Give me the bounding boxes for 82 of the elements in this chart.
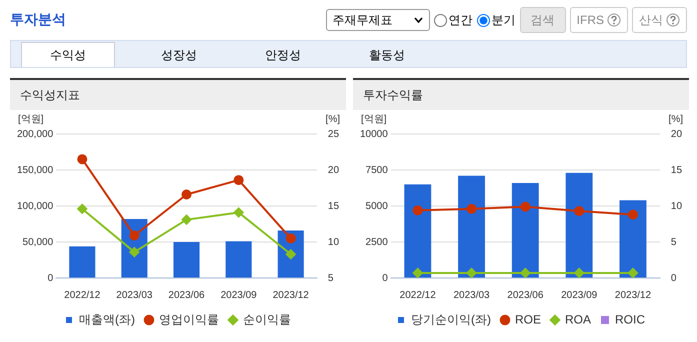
legend-label: 매출액(좌) [79, 312, 136, 326]
y2-tick-label: 5 [328, 272, 334, 284]
point [574, 268, 584, 278]
y-tick-label: 10000 [360, 128, 388, 140]
bar [404, 184, 432, 278]
y-tick-label: 0 [48, 272, 54, 284]
bar [69, 246, 96, 278]
point [234, 175, 244, 186]
text: 안정성 [264, 47, 302, 64]
x-tick-label: 2023/09 [561, 290, 598, 301]
y-tick-label: 7500 [366, 164, 388, 176]
point [286, 249, 296, 260]
x-tick-label: 2023/12 [272, 290, 310, 301]
point [77, 204, 88, 214]
y2-tick-label: 5 [670, 236, 677, 248]
text: 주재무제표 [332, 12, 393, 28]
x-tick-label: 2023/03 [453, 290, 490, 301]
point [129, 247, 140, 258]
y-tick-label: 200,000 [16, 128, 54, 140]
point [520, 268, 530, 278]
point [412, 205, 423, 216]
point [77, 154, 88, 164]
point [574, 206, 584, 216]
legend-label: 당기순이익(좌) [411, 312, 491, 326]
bar [566, 172, 593, 278]
y2-tick-label: 10 [670, 200, 682, 212]
y-axis-title: [억원] [18, 114, 44, 125]
bar [173, 242, 200, 278]
point [286, 233, 296, 244]
x-tick-label: 2023/06 [507, 290, 544, 301]
x-tick-label: 2023/06 [168, 290, 206, 301]
text: 수익성 [21, 42, 115, 67]
point [412, 268, 423, 278]
text: 검색 [520, 7, 566, 33]
point [466, 204, 477, 214]
point [628, 210, 638, 220]
y-tick-label: 0 [382, 272, 388, 284]
legend-label: ROE [514, 312, 542, 326]
point [234, 207, 244, 218]
point [520, 202, 530, 212]
legend-label: 순이익률 [242, 312, 291, 326]
text: 투자분석 [10, 11, 67, 29]
y-tick-label: 5000 [366, 200, 388, 212]
text: 분기 [490, 12, 516, 28]
y2-tick-label: 15 [328, 200, 340, 212]
legend-label: ROIC [615, 312, 646, 326]
point [182, 214, 192, 225]
y2-tick-label: 10 [328, 236, 340, 248]
x-tick-label: 2023/03 [116, 290, 153, 301]
y-tick-label: 150,000 [16, 164, 54, 176]
y2-tick-label: 15 [670, 164, 682, 176]
y-tick-label: 50,000 [22, 236, 54, 248]
y2-tick-label: 0 [670, 272, 677, 284]
chart-title: 투자수익률 [353, 80, 689, 110]
point [466, 268, 477, 278]
text: 연간 [448, 12, 473, 28]
y2-axis-title: [%] [668, 114, 684, 125]
point [628, 268, 638, 278]
bar [226, 241, 252, 278]
y2-axis-title: [%] [326, 114, 340, 125]
x-tick-label: 2022/12 [64, 290, 101, 301]
text: 활동성 [368, 47, 406, 64]
y-tick-label: 100,000 [16, 200, 54, 212]
text: IFRS [570, 7, 628, 33]
y-tick-label: 2500 [366, 236, 388, 248]
x-tick-label: 2023/09 [220, 290, 258, 301]
text: 성장성 [160, 47, 198, 64]
x-tick-label: 2023/12 [614, 290, 652, 301]
y-axis-title: [억원] [361, 114, 387, 125]
point [129, 230, 140, 241]
legend-label: 영업이익률 [158, 312, 219, 326]
y2-tick-label: 20 [670, 128, 682, 140]
bar [620, 200, 646, 278]
bar [458, 176, 485, 278]
legend-label: ROA [564, 312, 592, 326]
x-tick-label: 2022/12 [400, 290, 436, 301]
bar [512, 182, 539, 278]
y2-tick-label: 20 [328, 164, 340, 176]
y2-tick-label: 25 [328, 128, 340, 140]
point [182, 189, 192, 200]
text: 산식 [632, 7, 687, 33]
chart-title: 수익성지표 [10, 80, 346, 110]
